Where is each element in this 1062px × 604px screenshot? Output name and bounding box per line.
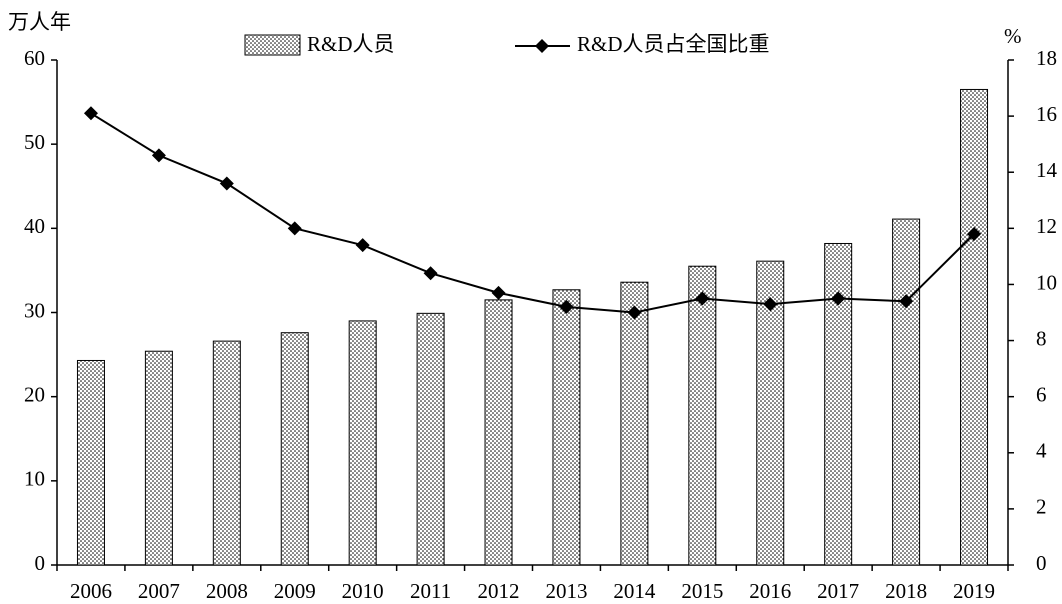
bar xyxy=(348,320,377,566)
y2-tick-label: 8 xyxy=(1036,326,1047,350)
legend-swatch xyxy=(244,34,301,56)
x-tick-label: 2006 xyxy=(70,579,112,603)
y2-tick-label: 0 xyxy=(1036,551,1047,575)
x-tick-label: 2007 xyxy=(138,579,180,603)
marker xyxy=(491,285,506,300)
bar xyxy=(484,299,513,566)
y-tick-label: 40 xyxy=(24,214,45,238)
marker xyxy=(355,238,370,253)
x-tick-label: 2018 xyxy=(885,579,927,603)
marker xyxy=(627,305,642,320)
marker xyxy=(219,176,234,191)
y2-tick-label: 18 xyxy=(1036,46,1057,70)
y2-axis-label: % xyxy=(1004,24,1022,48)
x-tick-label: 2014 xyxy=(613,579,656,603)
y-tick-label: 0 xyxy=(35,551,46,575)
y2-tick-label: 4 xyxy=(1036,439,1047,463)
bar xyxy=(620,281,649,566)
marker xyxy=(831,291,846,306)
line xyxy=(90,112,975,314)
bar xyxy=(76,359,105,566)
x-tick-label: 2008 xyxy=(206,579,248,603)
x-tick-label: 2009 xyxy=(274,579,316,603)
x-tick-label: 2016 xyxy=(749,579,791,603)
y2-tick-label: 2 xyxy=(1036,495,1047,519)
y2-tick-label: 10 xyxy=(1036,270,1057,294)
marker xyxy=(151,148,166,163)
marker xyxy=(899,294,914,309)
y-tick-label: 30 xyxy=(24,298,45,322)
marker xyxy=(559,299,574,314)
y2-tick-label: 16 xyxy=(1036,102,1057,126)
y-tick-label: 20 xyxy=(24,382,45,406)
x-tick-label: 2013 xyxy=(545,579,587,603)
y2-tick-label: 12 xyxy=(1036,214,1057,238)
bar xyxy=(892,218,921,566)
marker xyxy=(83,106,98,121)
bar xyxy=(756,260,785,566)
y-tick-label: 10 xyxy=(24,467,45,491)
bar xyxy=(416,312,445,566)
x-tick-label: 2012 xyxy=(478,579,520,603)
legend-label: R&D人员 xyxy=(307,32,395,56)
x-tick-label: 2015 xyxy=(681,579,723,603)
x-tick-label: 2010 xyxy=(342,579,384,603)
y-axis-label: 万人年 xyxy=(8,10,71,34)
marker xyxy=(423,266,438,281)
legend-marker xyxy=(535,39,549,53)
bar xyxy=(552,289,581,566)
bar xyxy=(144,350,173,566)
x-tick-label: 2011 xyxy=(410,579,451,603)
y2-tick-label: 14 xyxy=(1036,158,1058,182)
bar xyxy=(212,340,241,566)
x-tick-label: 2019 xyxy=(953,579,995,603)
marker xyxy=(287,221,302,236)
x-tick-label: 2017 xyxy=(817,579,859,603)
marker xyxy=(967,226,982,241)
legend-label: R&D人员占全国比重 xyxy=(577,32,770,56)
y-tick-label: 50 xyxy=(24,130,45,154)
bar xyxy=(688,265,717,566)
marker xyxy=(763,297,778,312)
y-tick-label: 60 xyxy=(24,46,45,70)
marker xyxy=(695,291,710,306)
bar xyxy=(280,332,309,566)
bar xyxy=(960,88,989,566)
y2-tick-label: 6 xyxy=(1036,382,1047,406)
